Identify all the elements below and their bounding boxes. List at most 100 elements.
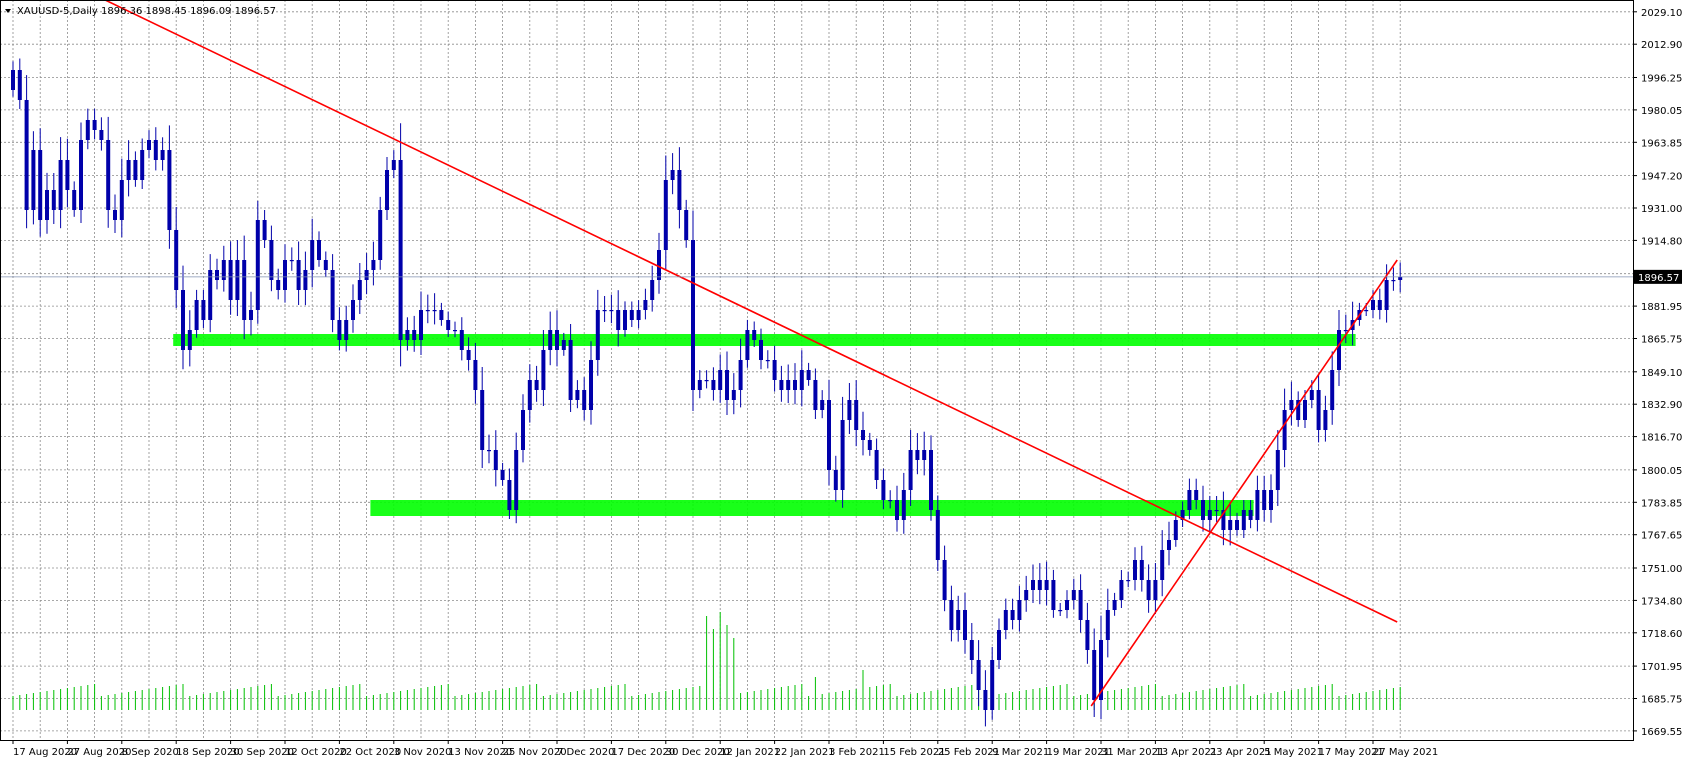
x-tick-label-6: 22 Oct 2020 [339,747,401,758]
candle-88 [609,294,614,324]
candle-174 [1194,478,1199,510]
candle-body-47 [330,270,335,320]
candle-body-120 [827,400,831,470]
candle-133 [915,433,920,475]
candle-187 [1282,388,1287,468]
candle-36 [255,200,260,324]
candle-body-105 [725,370,729,400]
candle-33 [235,240,240,316]
candle-18 [133,151,138,187]
candle-150 [1031,564,1035,603]
candle-96 [663,155,668,269]
candle-body-103 [711,380,716,390]
candle-body-37 [262,220,267,240]
candle-body-110 [759,340,763,360]
candle-175 [1201,485,1205,532]
chart-header: XAUUSD-5,Daily 1896.36 1898.45 1896.09 1… [5,6,276,17]
x-tick-label-23: 5 May 2021 [1264,747,1323,758]
dropdown-triangle-icon[interactable] [5,9,11,13]
candle-55 [385,157,389,220]
candle-29 [208,254,213,333]
candle-25 [181,265,185,370]
x-tick-label-7: 3 Nov 2020 [394,747,452,758]
candle-body-138 [949,600,954,630]
candle-95 [657,232,661,294]
candle-body-20 [147,140,151,150]
candle-body-43 [303,270,308,290]
candle-151 [1037,563,1042,605]
candle-53 [371,241,376,286]
candle-3 [31,131,36,225]
candle-125 [861,411,865,456]
candle-body-108 [745,330,750,360]
candle-body-30 [215,270,219,280]
x-tick-label-1: 27 Aug 2020 [67,747,131,758]
candle-74 [514,432,519,524]
price-axis[interactable]: 2029.10 2012.90 1996.25 1980.05 1963.85 1947.… [1633,8,1682,738]
candle-body-86 [595,310,600,360]
candle-121 [833,455,838,502]
candle-body-50 [351,300,355,320]
candle-body-136 [935,510,940,560]
candle-body-104 [718,370,723,390]
candle-body-156 [1071,590,1076,600]
candle-158 [1085,602,1090,664]
candle-body-46 [323,260,328,270]
y-tick-label-0: 2029.10 [1641,8,1682,19]
candle-body-106 [731,390,736,400]
candle-body-60 [419,310,423,340]
candle-141 [969,623,974,674]
y-tick-label-18: 1734.80 [1641,596,1682,607]
volume-bars [12,612,1401,710]
candle-138 [949,585,954,642]
candle-182 [1248,500,1253,529]
candle-body-193 [1323,410,1328,430]
candle-179 [1228,501,1233,546]
x-tick-label-0: 17 Aug 2020 [13,747,77,758]
candle-130 [895,485,899,532]
candle-body-109 [752,330,757,340]
candle-body-159 [1092,650,1097,700]
candle-body-99 [684,210,689,240]
last-price-label: 1896.57 [1638,273,1679,284]
candle-52 [364,253,369,295]
candle-body-48 [337,320,342,340]
trendlines[interactable] [104,0,1398,707]
candle-body-14 [106,140,111,210]
candle-56 [391,150,396,179]
x-tick-label-15: 3 Feb 2021 [829,747,885,758]
candle-75 [521,394,525,463]
y-tick-label-3: 1980.05 [1641,106,1682,117]
candle-body-41 [289,260,294,262]
candle-80 [555,310,559,367]
candle-body-190 [1303,400,1307,420]
y-tick-label-10: 1865.75 [1641,335,1682,346]
candle-195 [1337,310,1341,386]
candle-77 [534,365,539,402]
candle-body-112 [772,360,777,380]
candle-126 [867,432,872,456]
candle-body-152 [1044,580,1049,590]
candle-45 [317,231,321,267]
candle-185 [1269,474,1273,523]
candle-body-141 [969,640,974,660]
candle-body-25 [181,290,185,350]
candle-body-118 [813,380,818,410]
candle-body-28 [201,300,206,320]
candle-92 [636,300,641,329]
candle-body-90 [623,310,627,330]
candle-body-116 [799,370,804,390]
candle-64 [446,311,451,337]
candle-body-131 [901,490,906,520]
candle-body-13 [99,130,104,140]
candle-body-44 [310,240,315,270]
candle-body-180 [1235,520,1239,530]
candle-148 [1017,585,1022,632]
candle-161 [1105,588,1110,658]
y-tick-label-12: 1832.90 [1641,400,1682,411]
candle-body-163 [1119,580,1124,600]
candle-body-114 [786,380,791,390]
candle-30 [215,258,219,290]
